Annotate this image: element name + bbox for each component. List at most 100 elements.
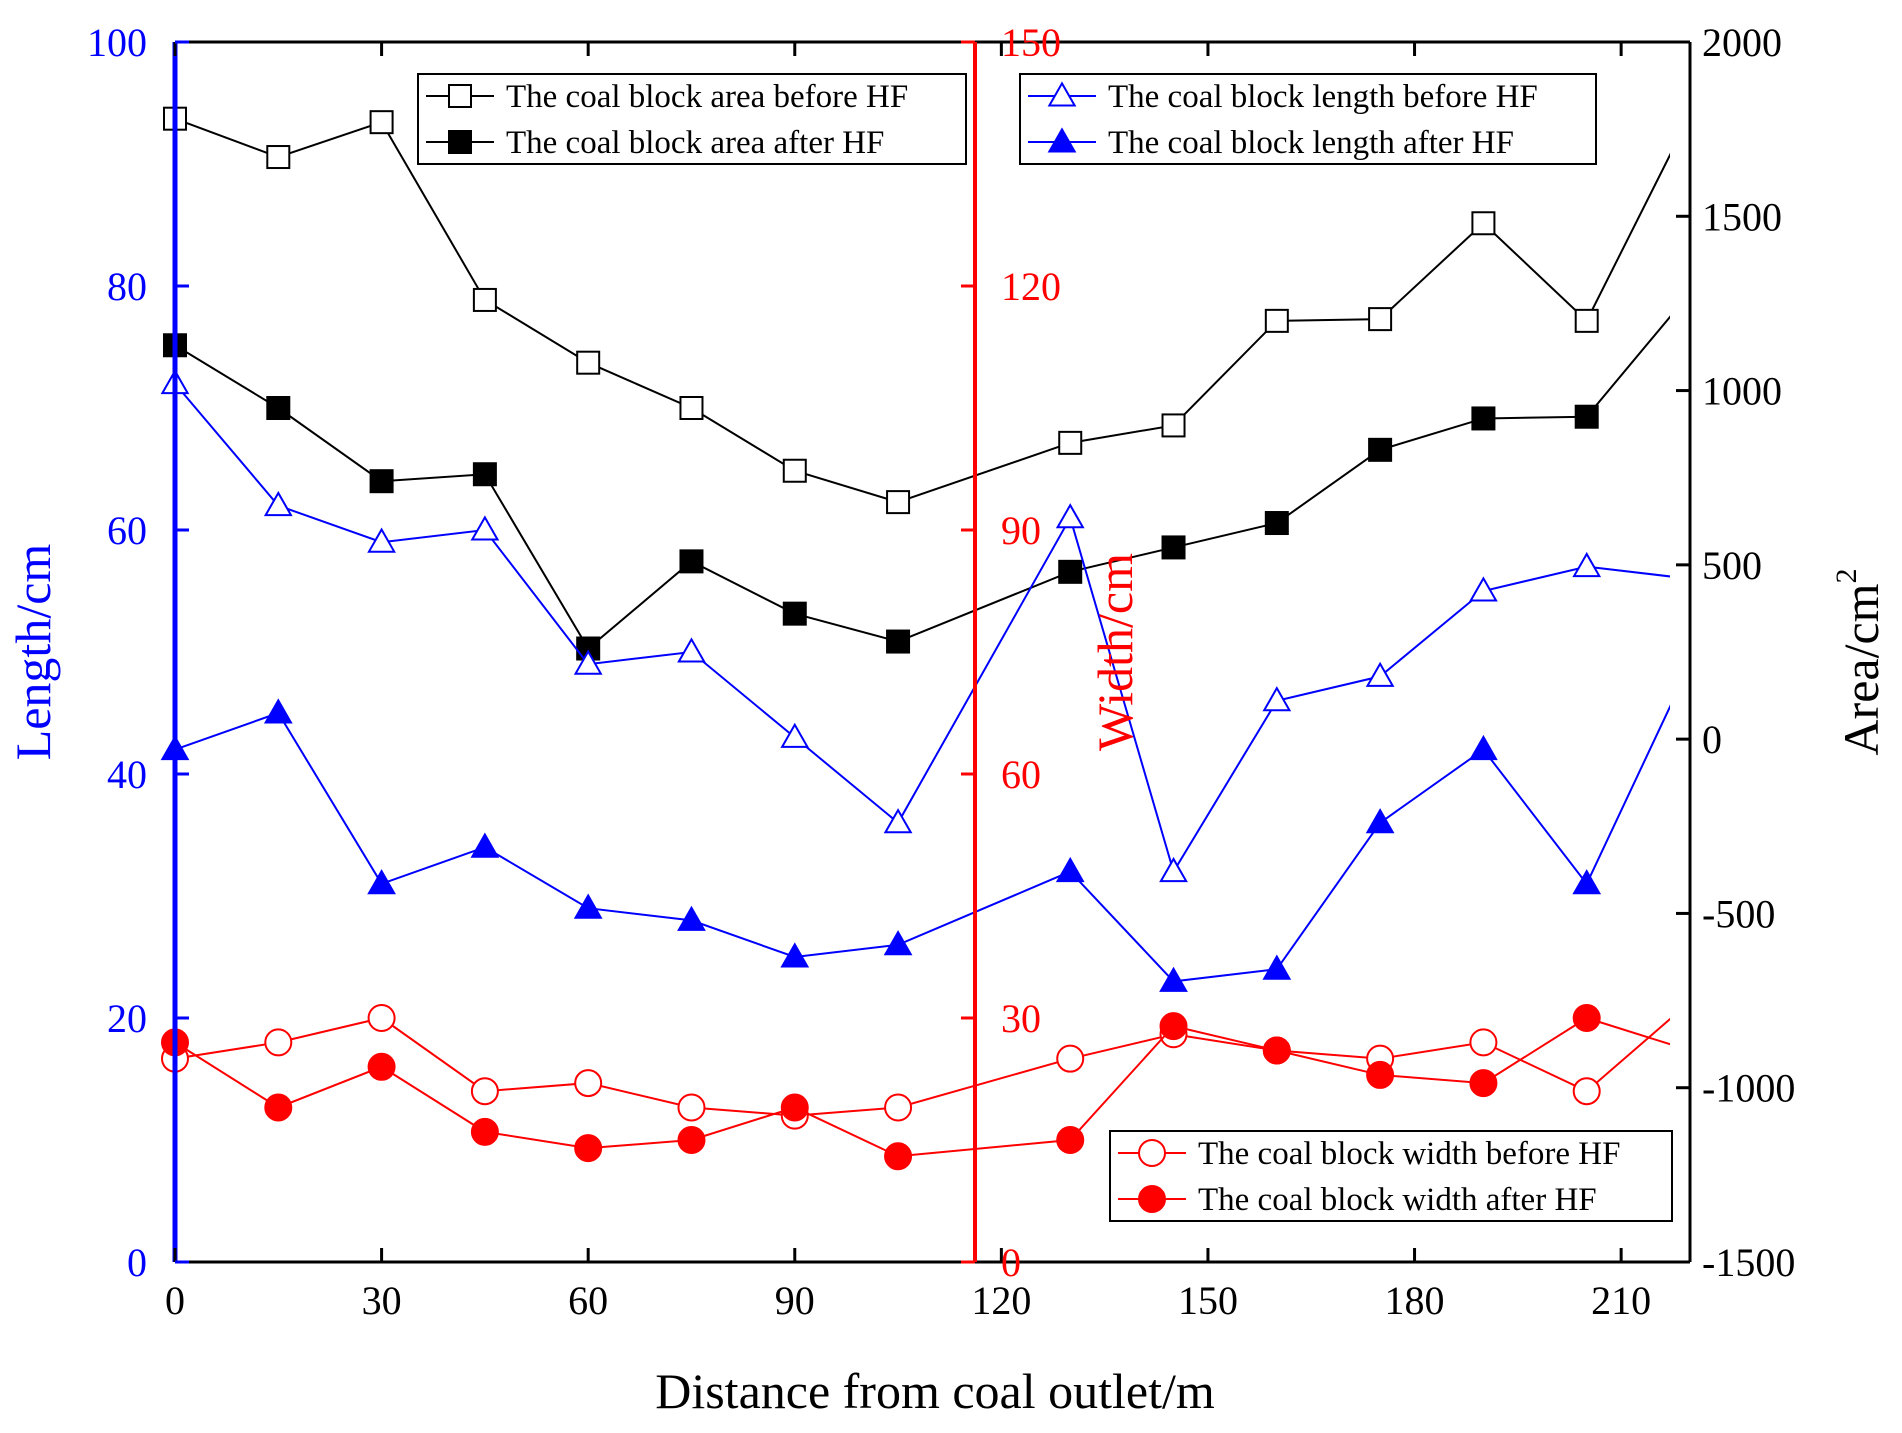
data-point — [367, 1004, 396, 1032]
legend-marker — [1138, 1139, 1166, 1167]
data-point — [470, 832, 500, 858]
length-tick-label: 0 — [127, 1240, 147, 1285]
data-point — [266, 145, 291, 170]
data-point — [367, 527, 396, 553]
data-point — [1159, 856, 1188, 883]
data-point — [1161, 413, 1186, 438]
width-tick-label: 30 — [1001, 996, 1041, 1041]
data-point — [884, 1093, 913, 1122]
data-point — [677, 1126, 706, 1154]
data-point — [573, 649, 603, 675]
data-point — [367, 1052, 396, 1081]
width-tick-label: 0 — [1001, 1240, 1021, 1285]
length-tick-label: 80 — [107, 264, 147, 309]
data-point — [1572, 551, 1602, 578]
data-point — [1469, 1069, 1498, 1098]
x-tick-label: 0 — [165, 1278, 185, 1323]
data-point — [1574, 404, 1599, 429]
data-point — [1056, 1044, 1085, 1073]
data-point — [1159, 1012, 1188, 1041]
data-point — [472, 287, 497, 312]
data-point — [470, 1117, 499, 1146]
data-point — [1572, 869, 1602, 895]
x-tick-label: 60 — [568, 1278, 608, 1323]
data-point — [264, 1028, 293, 1057]
data-point — [1262, 1036, 1291, 1065]
legend-label: The coal block area before HF — [506, 79, 908, 115]
area-tick-label: 1000 — [1702, 369, 1782, 414]
data-point — [1055, 856, 1085, 883]
legend-label: The coal block width after HF — [1198, 1182, 1597, 1218]
x-tick-label: 180 — [1385, 1278, 1445, 1323]
data-point — [574, 1069, 603, 1098]
legend-item: The coal block width after HF — [1118, 1182, 1597, 1218]
legend-box — [1109, 1130, 1673, 1222]
data-point — [1366, 1060, 1395, 1089]
data-point — [1471, 406, 1496, 431]
legend-box — [1019, 73, 1597, 165]
data-point — [679, 549, 704, 574]
data-point — [1056, 1126, 1085, 1154]
length-axis-title: Length/cm — [5, 544, 61, 761]
data-point — [883, 808, 913, 834]
data-point — [1262, 686, 1292, 712]
data-point — [780, 942, 810, 968]
area-tick-label: 1500 — [1702, 194, 1782, 239]
data-point — [1159, 966, 1188, 992]
width-tick-label: 120 — [1001, 264, 1061, 309]
legend-marker — [1047, 81, 1077, 107]
data-point — [782, 601, 807, 626]
legend-marker — [448, 130, 472, 154]
x-tick-label: 90 — [775, 1278, 815, 1323]
data-point — [1572, 1004, 1601, 1032]
legend-marker — [1047, 127, 1077, 153]
area-tick-label: -1500 — [1702, 1240, 1795, 1285]
data-point — [1365, 661, 1395, 687]
area-tick-label: -500 — [1702, 891, 1775, 936]
data-point — [470, 515, 500, 541]
legend-item: The coal block length after HF — [1028, 125, 1514, 161]
area-tick-label: -1000 — [1702, 1066, 1795, 1111]
length-tick-label: 60 — [107, 508, 147, 553]
x-tick-label: 120 — [971, 1278, 1031, 1323]
width-tick-label: 150 — [1001, 20, 1061, 65]
series-the-coal-block-area-before-hf — [163, 106, 1670, 515]
data-point — [369, 469, 394, 494]
data-point — [1368, 437, 1393, 462]
data-point — [1469, 1028, 1498, 1057]
legend-top-left: The coal block area before HF The coal bl… — [417, 73, 967, 165]
width-tick-label: 60 — [1001, 752, 1041, 797]
length-tick-label: 20 — [107, 996, 147, 1041]
data-point — [782, 458, 807, 483]
data-point — [573, 893, 603, 919]
series-the-coal-block-width-after-hf — [161, 1004, 1670, 1171]
x-tick-label: 150 — [1178, 1278, 1238, 1323]
data-point — [367, 869, 396, 895]
data-point — [1572, 1077, 1601, 1106]
data-point — [263, 490, 293, 517]
series-the-coal-block-area-after-hf — [163, 315, 1670, 661]
legends: The coal block area before HF The coal bl… — [417, 73, 1673, 1222]
length-tick-label: 40 — [107, 752, 147, 797]
area-tick-label: 0 — [1702, 717, 1722, 762]
data-point — [1264, 511, 1289, 536]
series-the-coal-block-length-before-hf — [160, 368, 1670, 883]
legend-item: The coal block length before HF — [1028, 79, 1538, 115]
width-tick-label: 90 — [1001, 508, 1041, 553]
legend-label: The coal block area after HF — [506, 125, 884, 161]
data-point — [1469, 576, 1498, 602]
legend-label: The coal block length before HF — [1108, 79, 1538, 115]
data-point — [677, 637, 706, 663]
x-tick-label: 30 — [362, 1278, 402, 1323]
x-axis-title: Distance from coal outlet/m — [655, 1363, 1215, 1419]
data-point — [1264, 308, 1289, 333]
area-tick-label: 500 — [1702, 543, 1762, 588]
data-point — [472, 462, 497, 487]
data-point — [1058, 559, 1083, 584]
data-point — [264, 1093, 293, 1122]
data-point — [1574, 308, 1599, 333]
legend-box — [417, 73, 967, 165]
data-point — [266, 396, 291, 420]
length-tick-label: 100 — [87, 20, 147, 65]
legend-item: The coal block area after HF — [426, 125, 884, 161]
